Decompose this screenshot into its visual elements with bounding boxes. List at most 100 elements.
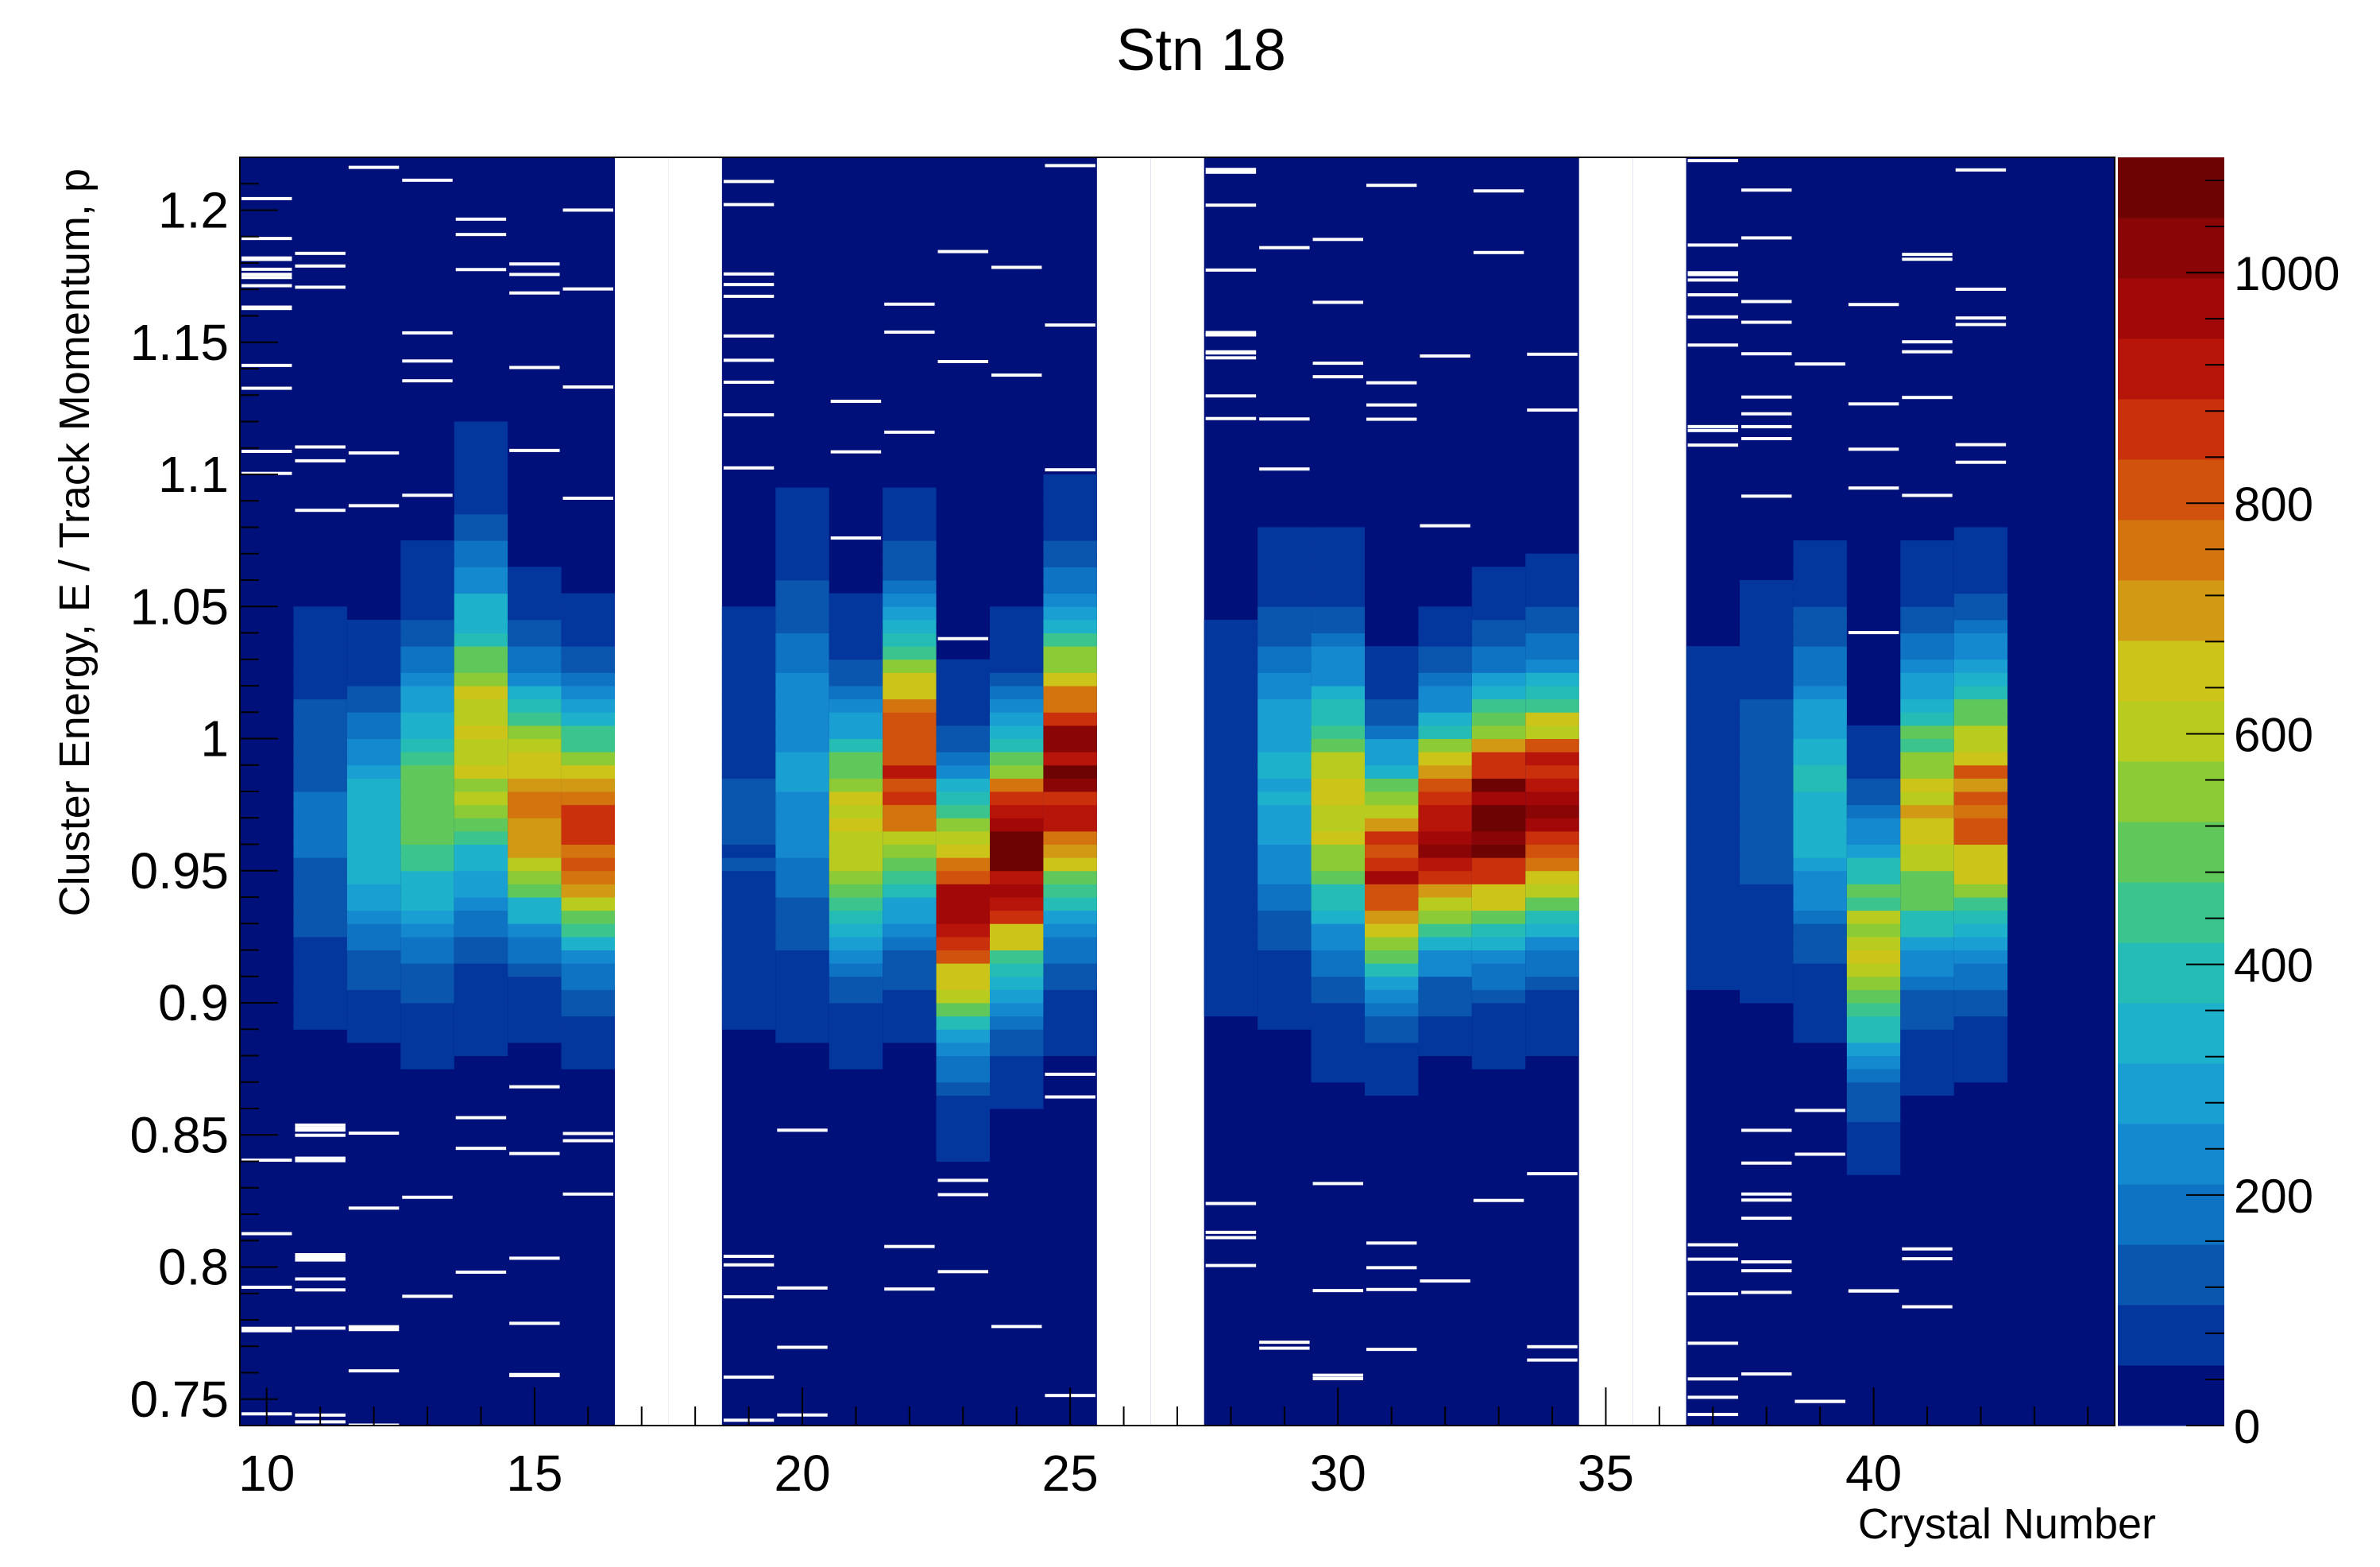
heatmap-bin bbox=[1953, 830, 2008, 845]
heatmap-bin bbox=[1418, 791, 1472, 806]
heatmap-bin bbox=[1311, 712, 1365, 726]
heatmap-bin bbox=[775, 619, 829, 633]
heatmap-bin bbox=[1258, 633, 1312, 647]
heatmap-bin bbox=[1686, 672, 1740, 687]
heatmap-bin bbox=[829, 818, 883, 832]
heatmap-bin bbox=[1686, 818, 1740, 832]
heatmap-bin bbox=[346, 778, 401, 792]
heatmap-bin bbox=[883, 659, 937, 673]
heatmap-bin bbox=[1525, 553, 1579, 567]
heatmap-bin bbox=[1953, 950, 2008, 964]
heatmap-bin bbox=[1204, 976, 1258, 990]
heatmap-bin bbox=[721, 857, 776, 872]
crystal-column bbox=[454, 421, 508, 1056]
heatmap-bin bbox=[400, 580, 454, 594]
heatmap-bin bbox=[883, 567, 937, 581]
heatmap-bin bbox=[346, 818, 401, 832]
heatmap-bin bbox=[829, 619, 883, 633]
sparse-bin bbox=[1741, 494, 1792, 498]
heatmap-bin bbox=[454, 633, 508, 647]
heatmap-bin bbox=[1204, 712, 1258, 726]
heatmap-bin bbox=[400, 910, 454, 924]
sparse-bin bbox=[295, 1256, 346, 1259]
heatmap-bin bbox=[1953, 791, 2008, 806]
heatmap-bin bbox=[400, 698, 454, 713]
sparse-bin bbox=[455, 1147, 507, 1151]
heatmap-bin bbox=[829, 989, 883, 1004]
heatmap-bin bbox=[454, 712, 508, 726]
heatmap-bin bbox=[346, 857, 401, 872]
sparse-bin bbox=[1259, 417, 1310, 421]
heatmap-bin bbox=[1471, 752, 1526, 766]
heatmap-bin bbox=[990, 646, 1044, 660]
heatmap-bin bbox=[883, 646, 937, 660]
sparse-bin bbox=[1527, 1358, 1578, 1362]
heatmap-bin bbox=[775, 513, 829, 528]
sparse-bin bbox=[1205, 170, 1257, 174]
heatmap-bin bbox=[1204, 791, 1258, 806]
heatmap-bin bbox=[990, 791, 1044, 806]
heatmap-bin bbox=[721, 884, 776, 898]
heatmap-bin bbox=[1740, 818, 1794, 832]
colorbar-swatch bbox=[2118, 1365, 2224, 1426]
heatmap-bin bbox=[1311, 672, 1365, 687]
heatmap-bin bbox=[1043, 897, 1097, 911]
heatmap-bin bbox=[561, 1042, 615, 1056]
heatmap-bin bbox=[1525, 580, 1579, 594]
heatmap-bin bbox=[1900, 738, 1954, 753]
sparse-bin bbox=[295, 251, 346, 255]
sparse-bin bbox=[348, 451, 400, 455]
heatmap-bin bbox=[1793, 818, 1847, 832]
heatmap-bin bbox=[1043, 910, 1097, 924]
heatmap-bin bbox=[775, 963, 829, 977]
empty-column bbox=[615, 157, 669, 1426]
heatmap-bin bbox=[1471, 1003, 1526, 1017]
heatmap-bin bbox=[1846, 1069, 1901, 1083]
heatmap-bin bbox=[346, 1016, 401, 1030]
heatmap-bin bbox=[293, 963, 347, 977]
sparse-bin bbox=[1741, 300, 1792, 304]
heatmap-bin bbox=[1525, 923, 1579, 938]
colorbar-swatch bbox=[2118, 339, 2224, 400]
heatmap-bin bbox=[561, 897, 615, 911]
heatmap-bin bbox=[1418, 818, 1472, 832]
sparse-bin bbox=[777, 1345, 828, 1349]
sparse-bin bbox=[509, 273, 560, 277]
heatmap-bin bbox=[1953, 593, 2008, 607]
heatmap-bin bbox=[1686, 976, 1740, 990]
heatmap-bin bbox=[1686, 698, 1740, 713]
heatmap-bin bbox=[775, 830, 829, 845]
heatmap-bin bbox=[454, 540, 508, 555]
heatmap-bin bbox=[454, 764, 508, 779]
heatmap-bin bbox=[1311, 1069, 1365, 1083]
sparse-bin bbox=[1955, 323, 2007, 327]
heatmap-bin bbox=[1793, 1016, 1847, 1030]
heatmap-bin bbox=[400, 686, 454, 700]
sparse-bin bbox=[1902, 396, 1953, 400]
heatmap-bin bbox=[561, 738, 615, 753]
heatmap-bin bbox=[721, 910, 776, 924]
heatmap-bin bbox=[1793, 963, 1847, 977]
heatmap-bin bbox=[936, 884, 990, 898]
colorbar-tick-label: 0 bbox=[2234, 1400, 2260, 1453]
heatmap-bin bbox=[1418, 897, 1472, 911]
crystal-column bbox=[1525, 553, 1579, 1056]
sparse-bin bbox=[723, 294, 775, 298]
heatmap-bin bbox=[1793, 738, 1847, 753]
sparse-bin bbox=[937, 1193, 988, 1197]
heatmap-bin bbox=[1258, 619, 1312, 633]
heatmap-bin bbox=[775, 818, 829, 832]
heatmap-bin bbox=[1043, 884, 1097, 898]
heatmap-bin bbox=[1525, 897, 1579, 911]
heatmap-bin bbox=[990, 698, 1044, 713]
heatmap-bin bbox=[1525, 791, 1579, 806]
sparse-bin bbox=[295, 1133, 346, 1137]
heatmap-bin bbox=[1311, 1029, 1365, 1043]
heatmap-bin bbox=[1793, 540, 1847, 555]
heatmap-bin bbox=[1365, 1069, 1419, 1083]
sparse-bin bbox=[1687, 273, 1738, 277]
heatmap-bin bbox=[990, 1081, 1044, 1096]
heatmap-bin bbox=[1365, 778, 1419, 792]
heatmap-bin bbox=[1846, 818, 1901, 832]
